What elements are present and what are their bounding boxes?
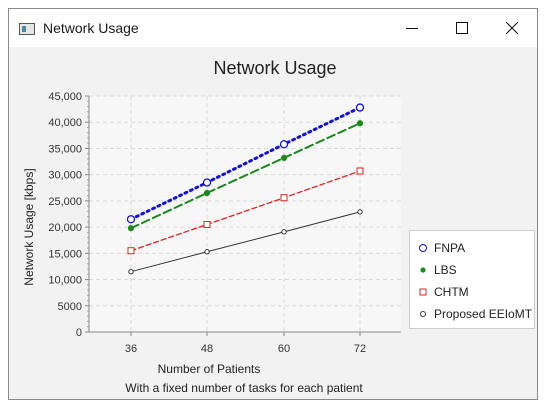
app-window: Network Usage Network Usage 0 5000 10,000 1…	[8, 8, 538, 400]
legend-label: CHTM	[434, 285, 469, 299]
data-point	[280, 154, 288, 161]
y-tick-label: 45,000	[48, 91, 82, 103]
legend-item: CHTM	[418, 283, 469, 301]
data-point	[356, 120, 364, 127]
legend-marker-icon	[419, 244, 427, 252]
data-point	[128, 268, 134, 275]
y-axis-label: Network Usage [kbps]	[22, 168, 36, 285]
data-point	[357, 209, 363, 215]
series-line	[130, 122, 361, 230]
title-bar[interactable]: Network Usage	[9, 9, 537, 47]
maximize-button[interactable]	[439, 9, 485, 47]
legend-item: LBS	[418, 261, 457, 279]
chart-subtitle: With a fixed number of tasks for each pa…	[125, 381, 363, 395]
y-tick-label: 40,000	[48, 117, 82, 129]
legend-marker-icon	[419, 288, 427, 296]
data-point	[355, 103, 365, 112]
legend-label: Proposed EEIoMT	[434, 307, 533, 321]
data-point	[279, 140, 289, 149]
data-point	[202, 178, 212, 187]
plot-background	[89, 96, 401, 332]
legend-label: LBS	[434, 263, 457, 277]
legend-label: FNPA	[434, 241, 466, 255]
data-point	[127, 225, 135, 232]
data-point	[203, 189, 211, 197]
series-line	[129, 106, 362, 221]
minimize-button[interactable]	[389, 9, 435, 47]
data-point	[126, 215, 136, 224]
legend-item: FNPA	[418, 239, 465, 257]
y-tick-label: 5000	[58, 301, 82, 313]
x-tick-label: 48	[201, 343, 213, 355]
line-chart: Network Usage 0 5000 10,000 15,000 20,000 25,…	[22, 58, 401, 395]
data-point	[356, 167, 364, 175]
chart-legend: FNPA LBS CHTM Proposed EEIoMT	[409, 230, 535, 329]
y-tick-label: 30,000	[48, 170, 82, 182]
x-tick-label: 36	[125, 343, 137, 355]
x-tick-label: 60	[278, 343, 290, 355]
chart-axes: 0 5000 10,000 15,000 20,000 25,000 30,000 35,00…	[48, 91, 401, 355]
y-tick-label: 35,000	[48, 143, 82, 155]
close-button[interactable]	[489, 9, 535, 47]
data-point	[127, 247, 135, 255]
legend-item: Proposed EEIoMT	[418, 305, 532, 323]
chart-grid	[89, 95, 401, 333]
data-point	[203, 220, 211, 228]
y-tick-label: 10,000	[48, 275, 82, 287]
chart-series	[126, 103, 365, 275]
legend-marker-icon	[420, 267, 426, 273]
close-icon	[506, 22, 518, 34]
window-title: Network Usage	[43, 20, 139, 36]
maximize-icon	[456, 22, 468, 34]
data-point	[281, 229, 287, 235]
y-tick-label: 25,000	[48, 196, 82, 208]
chart-title: Network Usage	[213, 58, 336, 78]
legend-marker-icon	[420, 311, 426, 317]
y-tick-label: 15,000	[48, 248, 82, 260]
data-point	[280, 194, 288, 202]
y-tick-label: 20,000	[48, 222, 82, 234]
chart-area: Network Usage 0 5000 10,000 15,000 20,000 25,…	[9, 47, 537, 399]
app-icon	[19, 23, 35, 35]
x-axis-label: Number of Patients	[158, 362, 261, 376]
y-tick-label: 0	[76, 327, 82, 339]
minimize-icon	[406, 28, 418, 29]
series-line	[130, 170, 361, 252]
x-tick-label: 72	[354, 343, 366, 355]
series-line	[130, 211, 361, 273]
data-point	[204, 249, 210, 255]
